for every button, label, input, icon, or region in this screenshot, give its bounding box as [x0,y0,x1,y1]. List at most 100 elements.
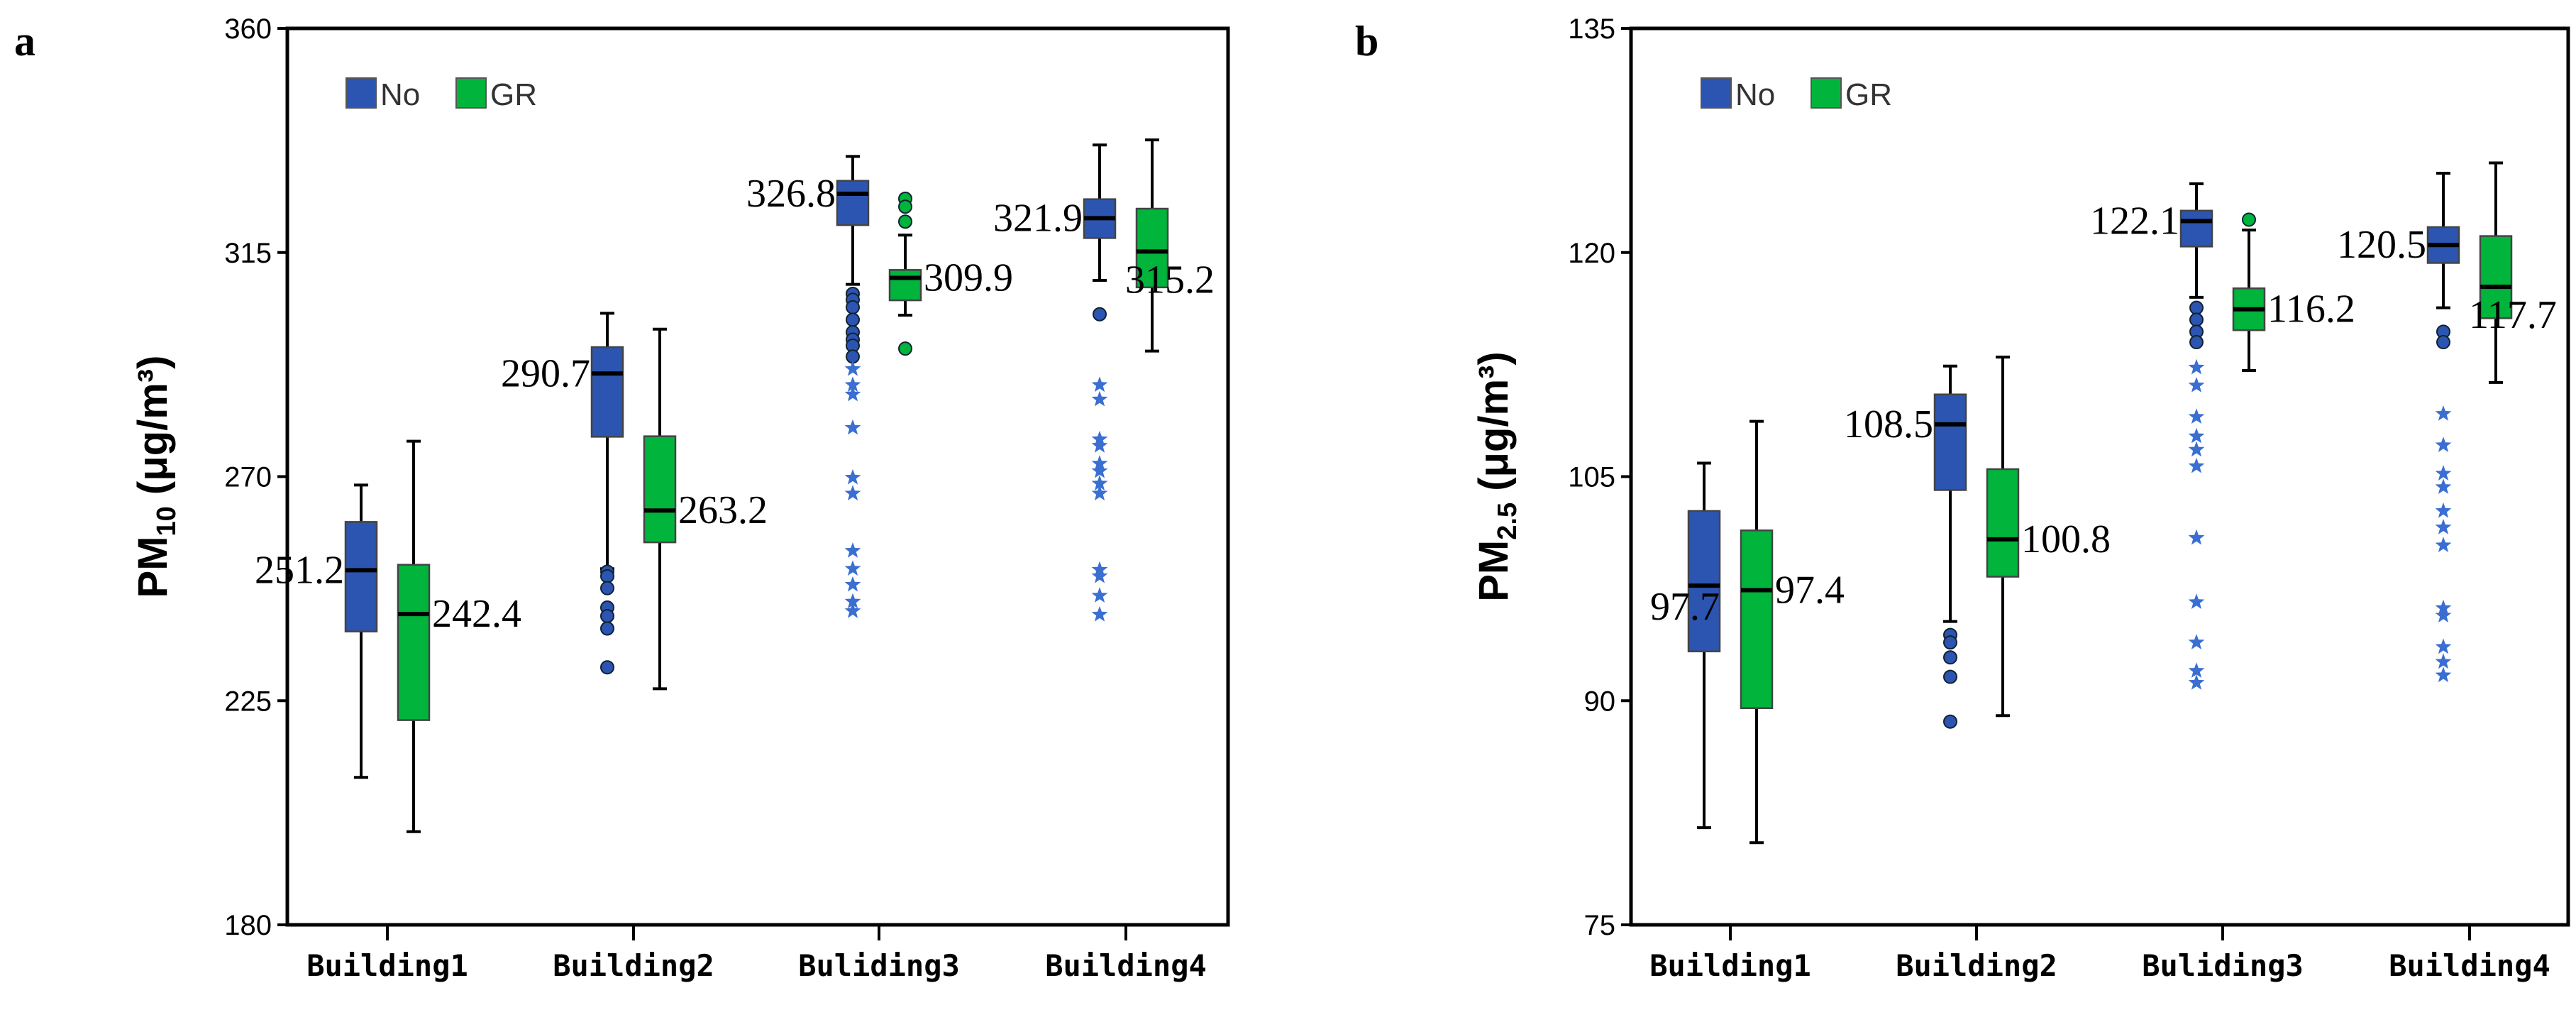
x-tick-label: Building2 [553,948,714,983]
outlier-point [2189,312,2204,327]
outlier-point [898,341,912,356]
extreme-star-icon [844,360,861,376]
extreme-star-icon [1091,462,1108,478]
extreme-star-icon [2435,537,2452,552]
legend-label-gr: GR [1845,77,1892,112]
median-label: 326.8 [746,172,836,216]
extreme-star-icon [2188,662,2205,678]
panel-label: b [1355,18,1378,65]
legend-label-no: No [1735,77,1775,112]
y-tick-label: 75 [1584,910,1616,941]
y-tick-label: 360 [224,13,272,45]
legend-swatch-gr [455,77,487,109]
iqr-box [1135,207,1169,289]
outlier-point [1093,307,1107,322]
extreme-star-icon [844,468,861,485]
iqr-box [1986,468,2020,578]
extreme-star-icon [2435,519,2452,534]
median-label: 309.9 [924,256,1013,300]
y-tick-label: 225 [224,686,272,717]
median-label: 263.2 [678,488,768,532]
box-gr-3: 116.2 [2232,212,2355,373]
median-label: 122.1 [2090,199,2179,243]
extreme-star-icon [1091,437,1108,453]
iqr-box [2179,209,2213,248]
outlier-point [1943,714,1957,729]
median-label: 97.7 [1650,585,1720,629]
x-tick-label: Building4 [2389,948,2550,983]
extreme-star-icon [2435,638,2452,654]
extreme-star-icon [2188,377,2205,393]
x-tick-label: Buliding3 [2142,948,2304,983]
extreme-star-icon [1091,605,1108,622]
iqr-box [590,346,624,438]
extreme-star-icon [2435,478,2452,494]
outlier-point [1943,669,1957,684]
outlier-point [600,621,614,636]
box-no-1: 251.2 [255,483,378,779]
outlier-point [1943,635,1957,650]
y-axis-label: PM2.5 (μg/m³) [1471,351,1522,602]
x-tick-label: Building1 [1649,948,1811,983]
median-label: 321.9 [993,196,1083,240]
legend-swatch-gr [1811,77,1842,109]
outlier-point [600,660,614,675]
box-no-3: 122.1 [2090,182,2213,690]
iqr-box [1740,529,1774,710]
plot-frame [285,26,1230,927]
box-gr-1: 242.4 [397,439,521,833]
outlier-point [2436,335,2450,350]
box-gr-4: 315.2 [1125,138,1215,353]
outlier-point [600,581,614,595]
y-tick-label: 120 [1568,238,1615,269]
median-label: 315.2 [1125,258,1215,302]
extreme-star-icon [844,603,861,618]
extreme-star-icon [844,542,861,558]
extreme-star-icon [844,385,861,402]
outlier-point [1943,650,1957,665]
box-gr-3: 309.9 [888,191,1013,356]
box-no-4: 321.9 [993,143,1117,622]
box-gr-4: 117.7 [2469,161,2557,384]
extreme-star-icon [844,376,861,393]
extreme-star-icon [2435,437,2452,452]
legend-label-gr: GR [490,77,537,112]
median-label: 116.2 [2267,287,2355,331]
extreme-star-icon [1091,475,1108,490]
iqr-box [2479,235,2513,319]
outlier-point [846,300,860,314]
y-tick-label: 135 [1568,13,1615,45]
box-no-2: 108.5 [1844,364,1967,729]
panel-label: a [14,18,35,65]
iqr-box [344,521,378,632]
iqr-box [643,435,677,544]
extreme-star-icon [2188,634,2205,649]
outlier-point [600,608,614,623]
panel-a: a 180 225 270 315 360 Building1 Building2 Bulidi… [14,13,1230,983]
extreme-star-icon [2188,529,2205,545]
extreme-star-icon [2188,408,2205,424]
median-label: 251.2 [255,548,344,592]
extreme-star-icon [2188,441,2205,457]
box-gr-2: 263.2 [643,327,768,691]
extreme-star-icon [1091,485,1108,501]
extreme-star-icon [2435,502,2452,518]
median-label: 108.5 [1844,402,1933,446]
y-tick-label: 105 [1568,462,1615,493]
legend-label-no: No [380,77,420,112]
outlier-point [2189,335,2204,350]
median-label: 242.4 [432,592,521,636]
box-no-4: 120.5 [2337,172,2460,683]
y-tick-label: 315 [224,238,272,269]
extreme-star-icon [1091,587,1108,603]
extreme-star-icon [2435,607,2452,622]
y-tick-label: 180 [224,910,272,941]
median-label: 97.4 [1775,568,1845,612]
extreme-star-icon [2435,666,2452,683]
box-no-2: 290.7 [501,312,624,675]
extreme-star-icon [844,576,861,592]
panel-b: b 75 90 105 120 135 Building1 Building2 Buliding… [1355,13,2570,983]
iqr-box [1933,393,1967,491]
extreme-star-icon [2188,674,2205,690]
outlier-point [2242,212,2256,227]
